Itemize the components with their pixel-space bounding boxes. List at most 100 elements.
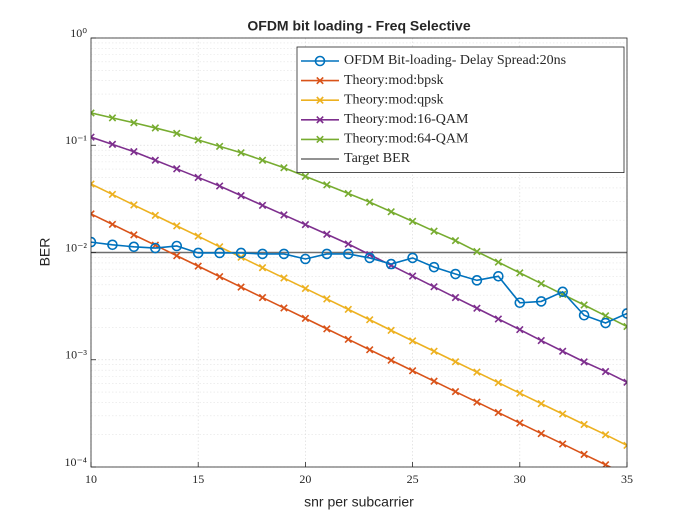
chart-title: OFDM bit loading - Freq Selective (247, 18, 470, 34)
data-point (172, 251, 181, 260)
legend-label: Theory:mod:16-QAM (344, 112, 469, 127)
data-point (192, 247, 204, 259)
data-point (364, 252, 376, 264)
data-point (428, 261, 440, 273)
legend-box (296, 46, 625, 173)
data-point (430, 227, 438, 235)
data-point (91, 133, 95, 141)
data-point (344, 305, 353, 314)
data-point (580, 358, 588, 366)
x-axis-label: snr per subcarrier (304, 494, 414, 510)
data-point (408, 217, 417, 226)
data-point (600, 317, 611, 329)
data-point (194, 173, 202, 182)
data-point (258, 156, 267, 165)
data-point (301, 314, 310, 323)
data-point (451, 387, 460, 396)
data-point (280, 163, 288, 172)
data-point (278, 248, 290, 260)
data-point (257, 248, 268, 260)
data-point (237, 283, 245, 291)
data-point (316, 116, 324, 124)
data-point (194, 232, 202, 240)
data-point (258, 293, 267, 302)
data-point (130, 201, 138, 209)
x-tick-label: 30 (514, 472, 526, 486)
data-point (387, 207, 395, 216)
data-point (621, 308, 627, 319)
data-point (237, 148, 245, 157)
data-point (514, 297, 526, 309)
data-point (578, 309, 590, 321)
data-point (301, 220, 310, 229)
legend-label: Target BER (344, 151, 411, 166)
series-line (91, 241, 627, 324)
data-point (130, 231, 138, 239)
data-point (537, 429, 546, 438)
data-point (151, 156, 160, 165)
data-point (316, 135, 324, 144)
data-point (108, 190, 117, 199)
data-point (516, 325, 524, 334)
data-point (408, 337, 417, 345)
data-point (623, 322, 627, 331)
data-point (323, 325, 331, 333)
data-point (301, 284, 310, 293)
data-point (408, 366, 417, 375)
series-line (91, 183, 627, 447)
data-point (580, 450, 588, 459)
data-point (130, 119, 138, 127)
data-point (237, 191, 245, 200)
data-point (108, 114, 117, 122)
data-point (450, 268, 461, 280)
data-point (280, 274, 288, 282)
legend-label: Theory:mod:bpsk (344, 73, 444, 88)
data-point (130, 147, 138, 156)
data-point (172, 222, 181, 230)
data-point (365, 315, 374, 324)
data-point (91, 180, 95, 188)
data-point (580, 301, 588, 309)
data-point (601, 367, 610, 376)
data-point (516, 389, 524, 397)
data-point (344, 189, 353, 198)
data-point (473, 398, 481, 406)
data-point (316, 76, 324, 85)
data-point (91, 236, 97, 248)
y-tick-label: 10⁻¹ (65, 133, 87, 147)
data-point (451, 293, 460, 302)
x-tick-label: 20 (299, 472, 311, 486)
data-point (365, 345, 374, 354)
data-point (314, 55, 326, 67)
data-point (451, 357, 460, 366)
data-point (473, 304, 481, 313)
data-point (623, 441, 627, 450)
data-point (430, 347, 438, 356)
data-point (535, 296, 547, 307)
data-point (194, 262, 202, 270)
data-point (558, 440, 567, 448)
data-point (91, 210, 95, 218)
data-point (91, 109, 95, 117)
data-point (601, 430, 610, 439)
data-point (316, 96, 324, 104)
data-point (150, 242, 161, 254)
data-point (280, 211, 288, 219)
series-line (91, 213, 612, 467)
data-point (557, 286, 568, 298)
data-point (323, 181, 331, 189)
data-point (494, 258, 503, 266)
data-point (300, 253, 311, 265)
data-point (344, 335, 353, 344)
legend: OFDM Bit-loading- Delay Spread:20ns Theor… (296, 46, 625, 173)
data-point (623, 378, 627, 387)
x-tick-label: 35 (621, 472, 633, 486)
data-point (172, 165, 181, 173)
legend-label: OFDM Bit-loading- Delay Spread:20ns (344, 53, 566, 68)
data-point (107, 239, 118, 251)
data-point (430, 283, 438, 291)
data-point (408, 272, 417, 280)
data-point (323, 295, 331, 303)
data-point (172, 129, 181, 138)
y-axis-label: BER (37, 238, 53, 267)
